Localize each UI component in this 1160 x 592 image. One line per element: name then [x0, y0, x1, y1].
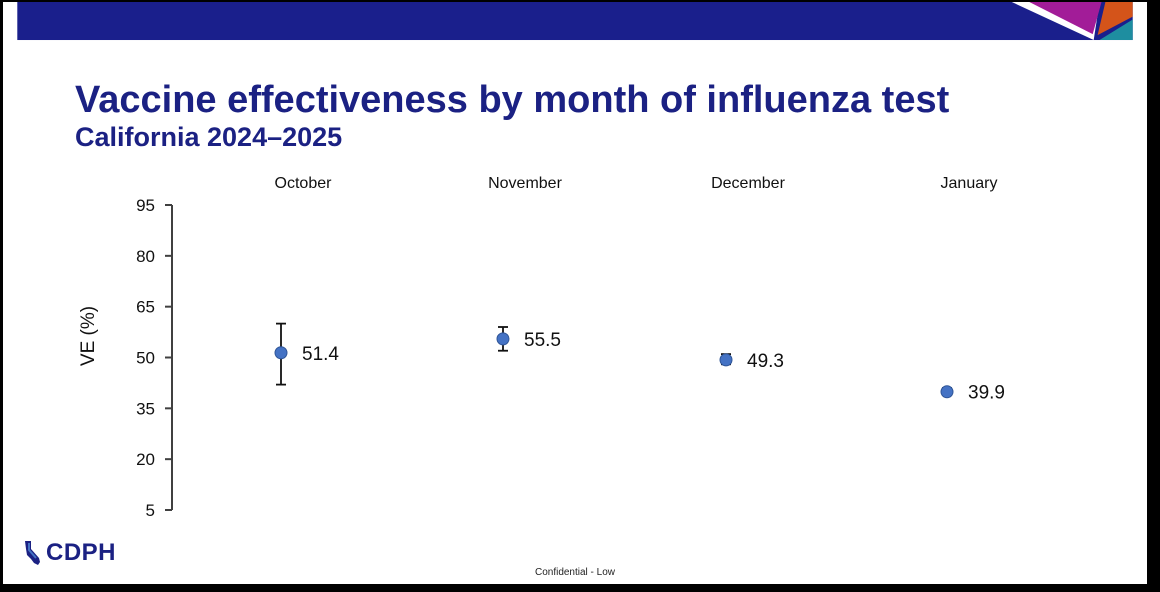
- cdph-logo: CDPH: [22, 538, 116, 568]
- y-tick-label: 5: [146, 501, 155, 520]
- confidentiality-footer: Confidential - Low: [534, 567, 616, 578]
- data-point: [940, 385, 954, 399]
- california-state-icon: [25, 541, 40, 565]
- month-label: December: [711, 175, 785, 192]
- y-ticks: 95 80 65 50 35 20 5: [136, 196, 172, 520]
- y-axis-label: VE (%): [78, 306, 99, 366]
- y-tick-label: 20: [136, 450, 155, 469]
- page-subtitle: California 2024–2025: [75, 122, 343, 152]
- data-value-label: 39.9: [968, 383, 1005, 404]
- logo-text: CDPH: [46, 539, 117, 566]
- month-label: January: [941, 175, 998, 192]
- header-bar: [17, 2, 1133, 41]
- month-label: October: [275, 175, 333, 192]
- y-tick-label: 35: [136, 399, 155, 418]
- data-points: 51.4 55.5 49.3 39.9: [274, 322, 1005, 404]
- slide: Vaccine effectiveness by month of influe…: [3, 2, 1147, 584]
- y-tick-label: 95: [136, 196, 155, 215]
- data-value-label: 55.5: [524, 330, 561, 351]
- data-point: [719, 353, 733, 367]
- data-value-label: 51.4: [302, 344, 339, 365]
- page-title: Vaccine effectiveness by month of influe…: [75, 79, 950, 121]
- data-point: [496, 332, 510, 346]
- month-labels: October November December January: [275, 175, 998, 192]
- ve-chart: VE (%) 95 80 65 50 35 20 5 October November Dece…: [78, 175, 1005, 520]
- month-label: November: [488, 175, 562, 192]
- data-value-label: 49.3: [747, 351, 784, 372]
- y-tick-label: 80: [136, 247, 155, 266]
- y-tick-label: 65: [136, 298, 155, 317]
- data-point: [274, 346, 288, 360]
- y-tick-label: 50: [136, 349, 155, 368]
